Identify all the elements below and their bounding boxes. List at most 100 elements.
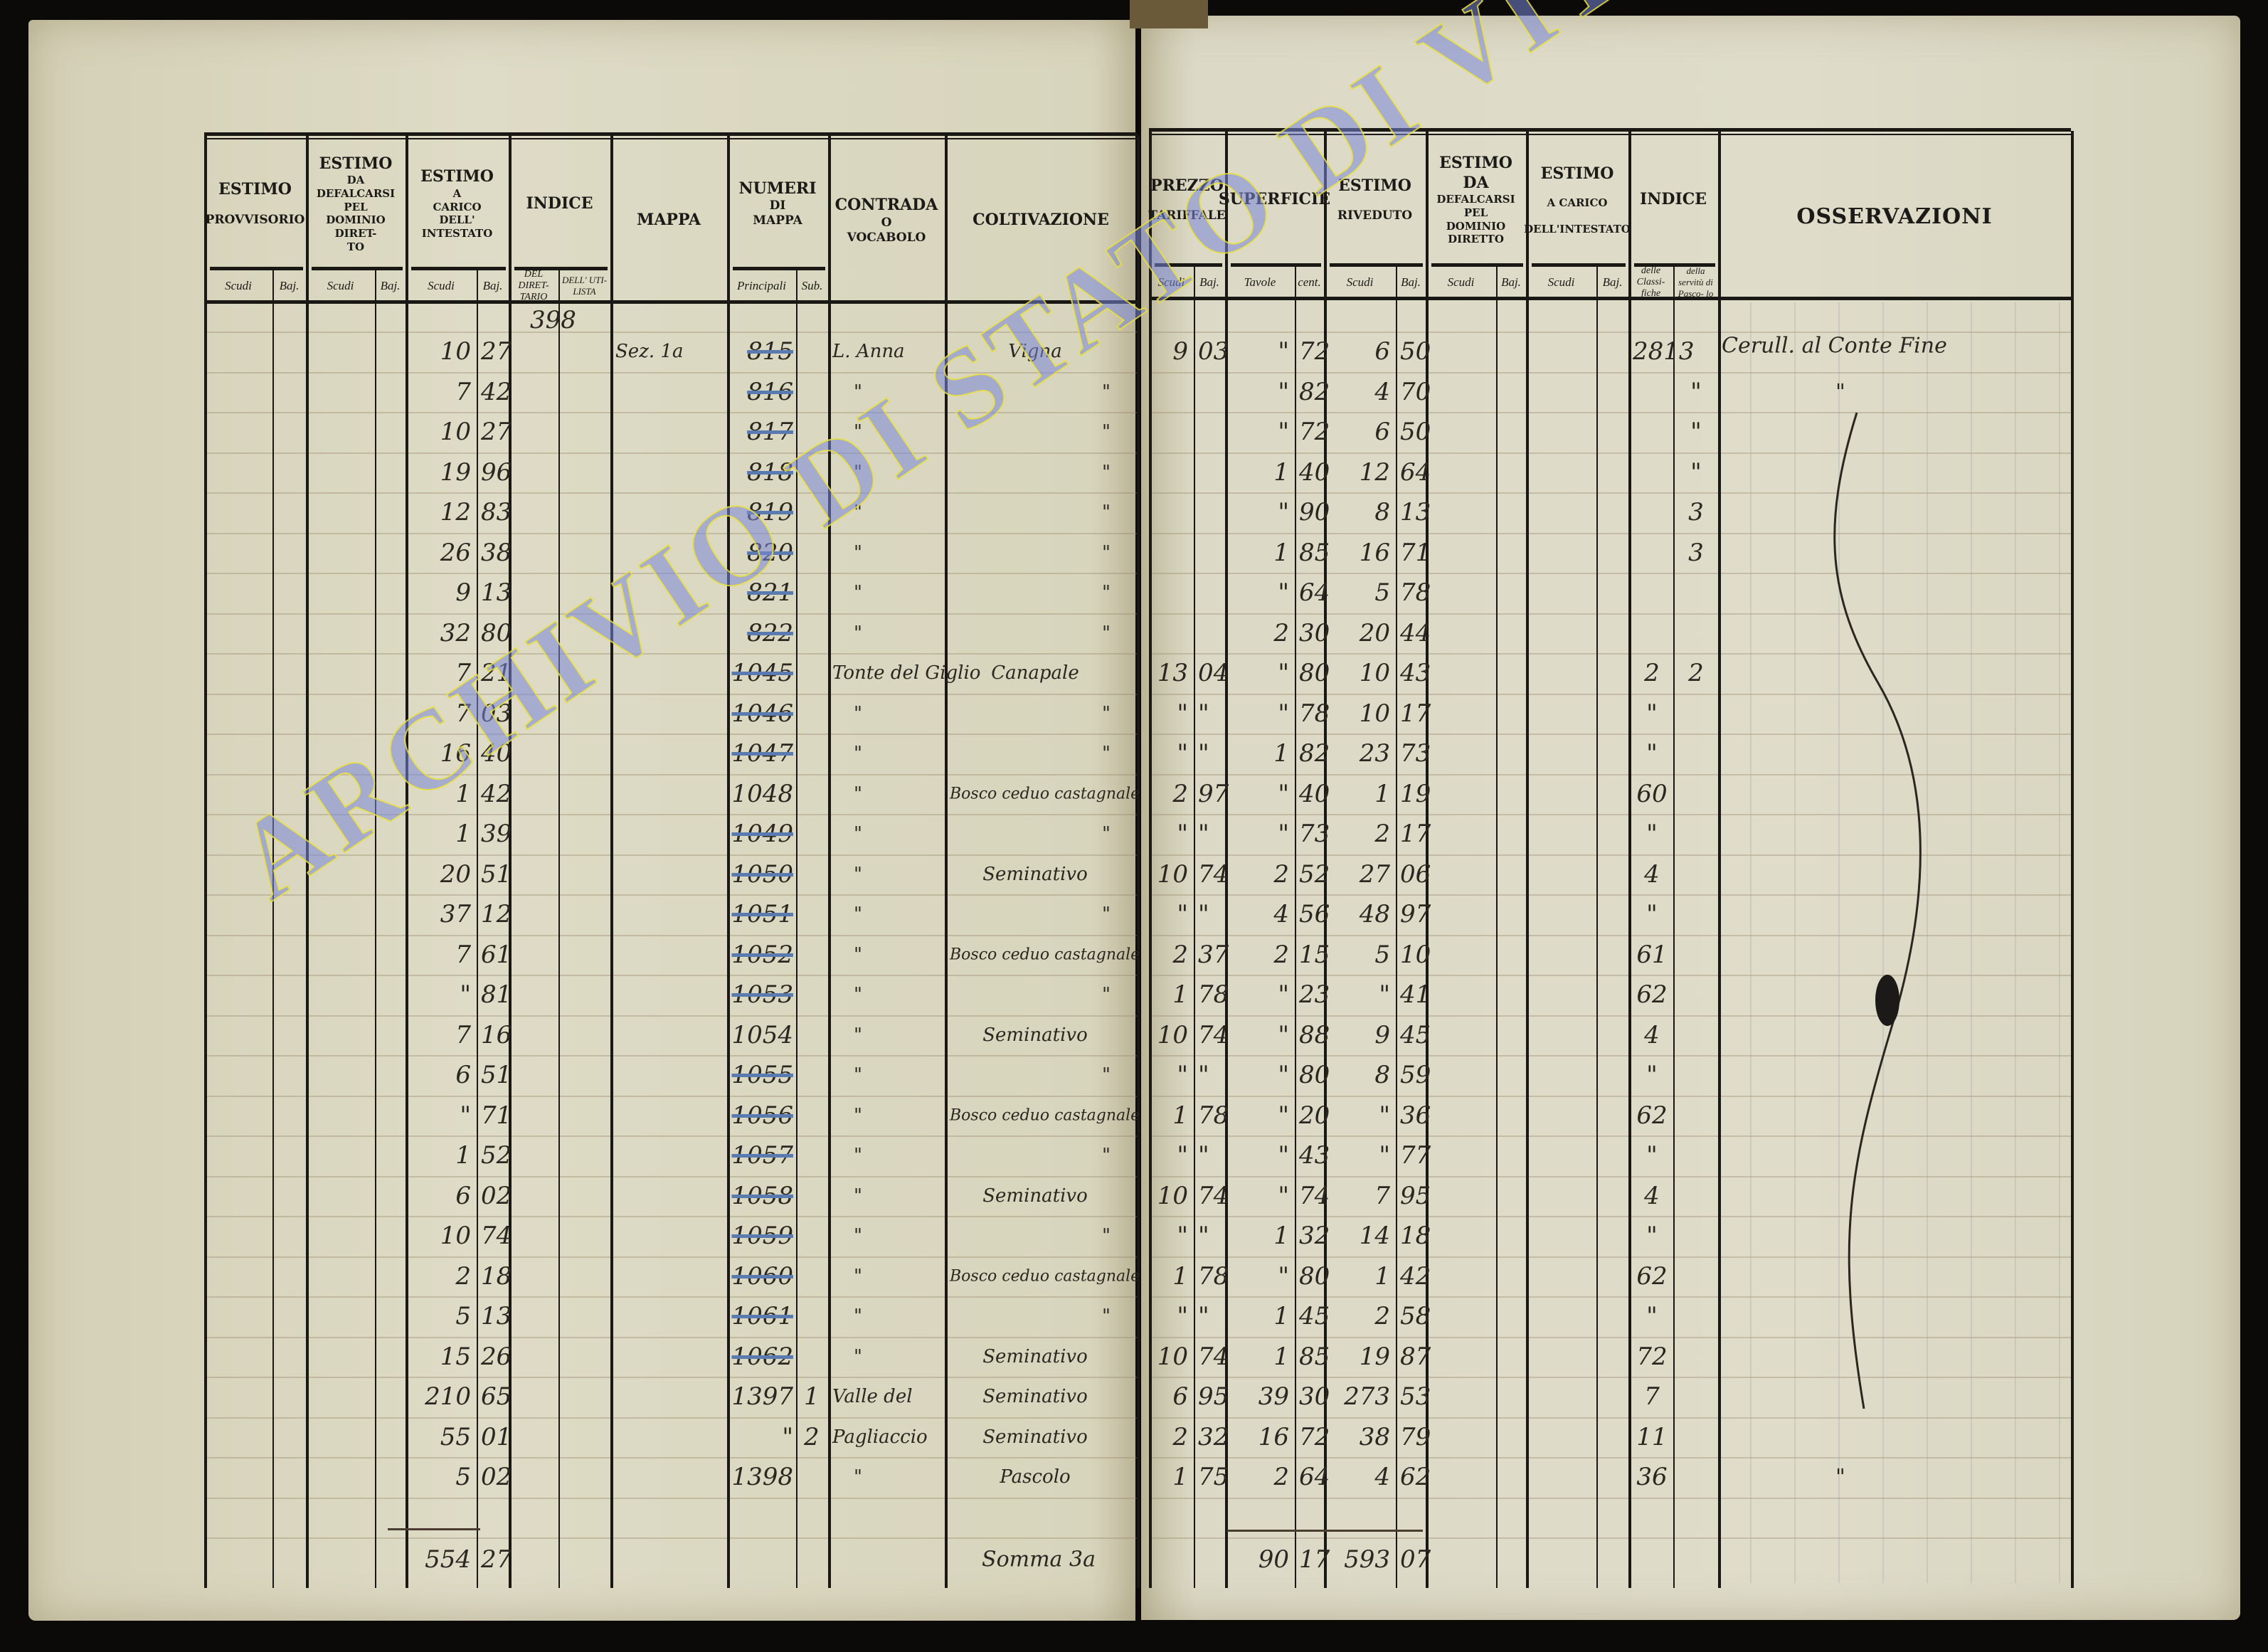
osservazioni: Cerull. al Conte Fine — [1722, 333, 1947, 359]
column-divider — [1137, 135, 1140, 1588]
prezzo-tariffale-scudi: 10 — [1157, 1342, 1188, 1371]
column-divider — [945, 135, 948, 1588]
coltivazione: Bosco ceduo castagnale — [950, 785, 1140, 803]
column-header-4: ESTIMO DA DEFALCARSI PEL DOMINIO DIRETTO — [1426, 137, 1526, 263]
estimo-riveduto-baj: 06 — [1400, 859, 1431, 889]
superficie-baj: 80 — [1299, 659, 1330, 687]
subheader-6-b: della servitù di Pasco- lo — [1678, 265, 1714, 299]
subheader-1-a: Scudi — [1157, 275, 1185, 289]
row-rule — [204, 573, 1137, 574]
estimo-riveduto-baj: 71 — [1400, 538, 1431, 567]
row-rule — [204, 1216, 1137, 1217]
coltivazione: " — [1102, 1064, 1111, 1086]
subheader-rule — [733, 267, 825, 270]
estimo-carico-baj: 65 — [481, 1382, 512, 1411]
contrada: " — [854, 1104, 862, 1126]
contrada: " — [854, 1225, 862, 1246]
prezzo-tariffale-scudi: 13 — [1157, 659, 1188, 687]
contrada: " — [854, 461, 862, 483]
prezzo-tariffale-baj: 04 — [1198, 659, 1229, 687]
coltivazione: Vigna — [1008, 341, 1062, 362]
prezzo-tariffale-scudi: 10 — [1157, 859, 1188, 889]
subheader-3-b: Baj. — [1401, 275, 1421, 289]
row-rule — [1149, 1497, 2071, 1499]
map-subnumber: 2 — [804, 1422, 820, 1451]
estimo-riveduto-baj: 73 — [1400, 739, 1431, 768]
map-number: 1052 — [731, 940, 793, 969]
row-rule — [204, 1417, 1137, 1419]
estimo-carico-scudi: " — [460, 980, 471, 1009]
subheader-2-a: Scudi — [327, 278, 354, 292]
row-rule — [204, 613, 1137, 615]
superficie-scudi: " — [1278, 578, 1289, 607]
superficie-scudi: 2 — [1273, 618, 1289, 647]
subcolumn-divider — [375, 267, 376, 1588]
superficie-baj: 80 — [1299, 1261, 1330, 1291]
subheader-4-b: DELL' UTI- LISTA — [561, 274, 608, 297]
superficie-baj: 40 — [1299, 779, 1330, 808]
header-line: PEL — [344, 200, 368, 213]
row-rule — [1149, 332, 2071, 333]
map-number: 818 — [747, 457, 793, 487]
subcolumn-divider — [796, 267, 797, 1588]
estimo-riveduto-scudi: 48 — [1359, 900, 1390, 928]
header-line: DEFALCARSI — [1436, 193, 1515, 206]
estimo-carico-baj: 27 — [481, 418, 512, 446]
superficie-baj: 82 — [1299, 377, 1330, 406]
prezzo-tariffale-scudi: 10 — [1157, 1181, 1188, 1210]
header-line: TARIFFALE — [1148, 208, 1226, 223]
estimo-riveduto-scudi: 2 — [1374, 1302, 1390, 1330]
row-rule — [1149, 1256, 2071, 1258]
column-header-2: SUPERFICIE — [1219, 137, 1330, 263]
estimo-riveduto-baj: 17 — [1400, 699, 1431, 728]
row-rule — [204, 452, 1137, 454]
prezzo-tariffale-scudi: " — [1177, 1061, 1188, 1089]
contrada: L. Anna — [832, 341, 905, 362]
estimo-riveduto-baj: 64 — [1400, 457, 1431, 487]
osservazioni: " — [1835, 1464, 1845, 1490]
estimo-carico-scudi: 16 — [440, 739, 471, 768]
estimo-carico-baj: 38 — [481, 538, 512, 567]
superficie-baj: 56 — [1299, 900, 1330, 928]
estimo-riveduto-baj: 42 — [1400, 1261, 1431, 1291]
row-rule — [204, 894, 1137, 896]
row-rule — [204, 1256, 1137, 1258]
map-number: 1057 — [731, 1141, 793, 1170]
row-rule — [1149, 894, 2071, 896]
superficie-baj: 20 — [1299, 1101, 1330, 1130]
map-number: 1054 — [731, 1020, 793, 1049]
estimo-riveduto-baj: 62 — [1400, 1463, 1431, 1491]
total-estimo-riveduto-scudi: 593 — [1344, 1545, 1390, 1574]
map-subnumber: 1 — [804, 1382, 820, 1411]
coltivazione: " — [1102, 502, 1111, 523]
estimo-riveduto-scudi: 8 — [1374, 1061, 1390, 1089]
row-rule — [1149, 854, 2071, 856]
contrada: " — [854, 1024, 862, 1046]
estimo-carico-scudi: 1 — [455, 779, 471, 808]
superficie-scudi: " — [1278, 377, 1289, 406]
row-rule — [1149, 975, 2071, 976]
superficie-baj: 88 — [1299, 1020, 1330, 1049]
superficie-baj: 72 — [1299, 337, 1330, 366]
estimo-riveduto-scudi: " — [1379, 980, 1390, 1009]
total-estimo-riveduto-baj: 07 — [1400, 1545, 1431, 1574]
indice-classifiche: 7 — [1644, 1382, 1660, 1411]
column-header-4: INDICE — [509, 141, 610, 267]
header-line: DEFALCARSI — [316, 186, 396, 200]
indice-classifiche: " — [1646, 1302, 1658, 1330]
row-rule — [204, 1135, 1137, 1137]
prezzo-tariffale-baj: " — [1198, 699, 1209, 728]
superficie-baj: 78 — [1299, 699, 1330, 728]
subheader-rule — [1330, 263, 1423, 267]
estimo-riveduto-baj: 44 — [1400, 618, 1431, 647]
subcolumn-divider — [1295, 263, 1296, 1588]
indice-classifiche: " — [1646, 900, 1658, 928]
coltivazione: " — [1102, 1306, 1111, 1327]
estimo-riveduto-baj: 17 — [1400, 820, 1431, 848]
prezzo-tariffale-baj: " — [1198, 739, 1209, 768]
estimo-carico-scudi: 15 — [440, 1342, 471, 1371]
estimo-riveduto-baj: 97 — [1400, 900, 1431, 928]
subcolumn-divider — [477, 267, 478, 1588]
total-superficie-baj: 17 — [1299, 1545, 1330, 1574]
estimo-carico-baj: 42 — [481, 377, 512, 406]
